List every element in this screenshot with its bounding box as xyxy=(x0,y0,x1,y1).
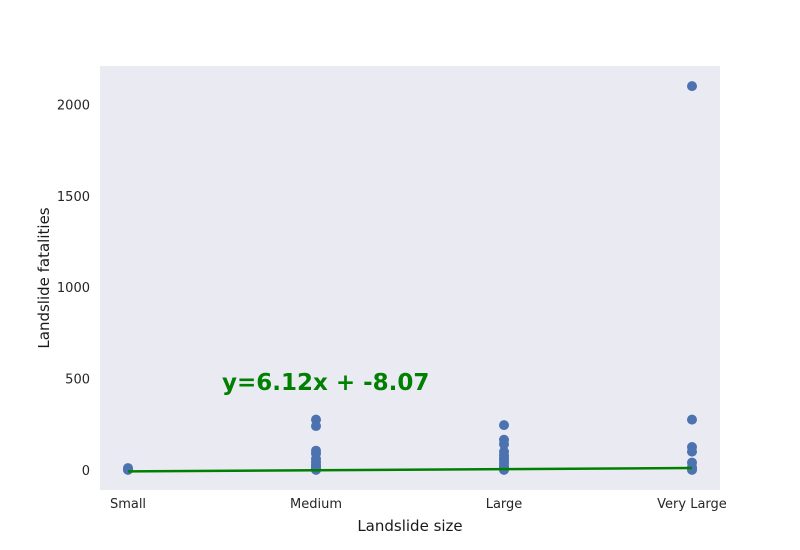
trendline-group xyxy=(127,466,693,473)
data-point xyxy=(687,414,697,425)
data-point xyxy=(687,442,697,453)
data-point xyxy=(499,434,509,445)
x-axis-ticks: Small Medium Large Very Large xyxy=(110,497,727,512)
trendline xyxy=(127,466,693,473)
data-point xyxy=(687,457,697,468)
data-point xyxy=(311,414,321,425)
data-point xyxy=(499,446,509,457)
y-tick-label: 1000 xyxy=(57,281,90,296)
y-tick-label: 1500 xyxy=(57,190,90,205)
x-tick-label: Medium xyxy=(290,497,342,512)
x-tick-label: Small xyxy=(110,497,146,512)
data-point xyxy=(311,445,321,456)
y-tick-label: 0 xyxy=(82,464,90,479)
data-point xyxy=(687,81,697,92)
data-point xyxy=(499,420,509,431)
x-tick-label: Large xyxy=(486,497,523,512)
x-axis-label: Landslide size xyxy=(357,517,462,535)
plot-area xyxy=(100,66,720,490)
y-axis-ticks: 0 500 1000 1500 2000 xyxy=(57,98,90,479)
x-tick-label: Very Large xyxy=(657,497,727,512)
y-tick-label: 2000 xyxy=(57,98,90,113)
y-axis-label: Landslide fatalities xyxy=(35,207,53,348)
trendline-equation-label: y=6.12x + -8.07 xyxy=(222,370,429,396)
y-tick-label: 500 xyxy=(65,373,90,388)
